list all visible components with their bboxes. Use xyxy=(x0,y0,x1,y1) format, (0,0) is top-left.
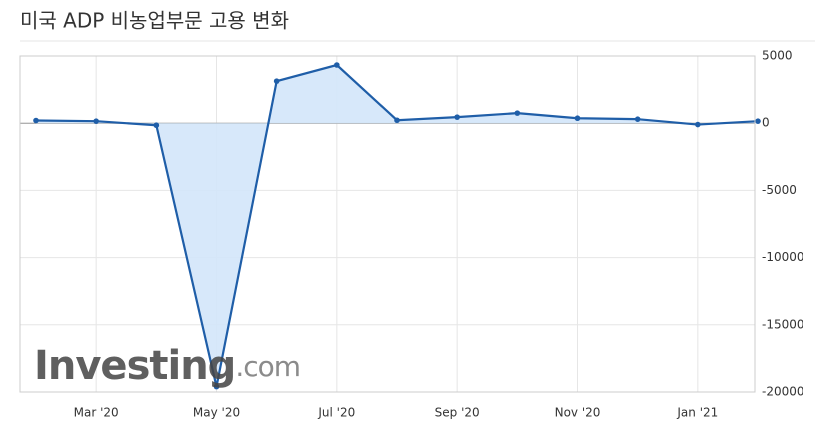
y-tick-label: -20000 xyxy=(762,385,805,399)
x-tick-label: May '20 xyxy=(193,406,240,420)
x-tick-label: Jan '21 xyxy=(676,406,718,420)
x-tick-label: Nov '20 xyxy=(555,406,601,420)
y-tick-label: -10000 xyxy=(762,250,805,264)
plot xyxy=(33,62,761,390)
point xyxy=(394,117,400,124)
point xyxy=(574,115,581,122)
area xyxy=(36,65,758,387)
point xyxy=(93,118,99,124)
point xyxy=(273,78,280,84)
plot-frame xyxy=(19,55,756,393)
x-tick-label: Mar '20 xyxy=(74,406,119,420)
y-tick-label: -15000 xyxy=(762,317,805,331)
y-tick-label: 5000 xyxy=(762,49,793,63)
point xyxy=(454,114,460,120)
x-tick-label: Sep '20 xyxy=(435,406,480,420)
x-tick-label: Jul '20 xyxy=(317,406,355,420)
point xyxy=(213,383,220,390)
point xyxy=(514,110,521,116)
point xyxy=(634,116,641,122)
y-tick-label: 0 xyxy=(762,116,770,130)
line xyxy=(35,63,759,387)
y-tick-label: -5000 xyxy=(762,183,797,197)
chart-title: 미국 ADP 비농업부문 고용 변화 xyxy=(20,9,289,33)
point xyxy=(695,121,701,128)
watermark-suffix: .com xyxy=(235,350,300,383)
watermark: Investing.com xyxy=(34,343,300,389)
point xyxy=(33,117,39,124)
watermark-text: Investing xyxy=(34,343,235,389)
grid xyxy=(20,55,755,393)
point xyxy=(153,122,160,129)
point xyxy=(755,118,761,124)
axis-labels: 5000 0 -5000 -10000 -15000 -20000 Mar '20 May '… xyxy=(74,49,805,420)
point xyxy=(334,62,340,68)
